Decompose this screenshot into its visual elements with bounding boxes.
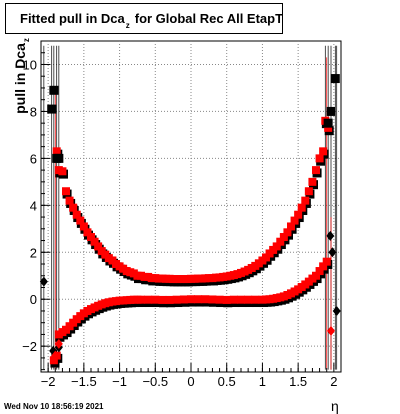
red-curve-marker	[65, 196, 74, 205]
red-curve-marker	[229, 295, 238, 304]
black-square-marker	[49, 85, 59, 95]
x-tick-label: −1	[112, 374, 127, 389]
red-curve-marker	[76, 216, 85, 225]
red-curve-marker	[315, 154, 324, 163]
red-curve-marker	[312, 271, 320, 280]
black-square-marker	[326, 106, 336, 116]
title-subscript: z	[125, 21, 130, 30]
y-axis-label: pull in Dcaz	[12, 26, 31, 126]
black-diamond-marker	[332, 305, 341, 316]
red-curve-marker	[287, 222, 295, 231]
red-curve-marker	[201, 295, 210, 304]
y-axis-label-main: pull in Dca	[12, 43, 28, 114]
red-curve-marker	[194, 295, 203, 304]
x-tick-label: −2	[41, 374, 56, 389]
x-tick-label: −0.5	[142, 374, 168, 389]
red-curve-marker	[297, 203, 306, 212]
black-square-marker	[330, 74, 340, 84]
red-curve-marker	[137, 295, 145, 304]
red-curve-marker	[72, 210, 81, 219]
red-curve-marker	[52, 147, 61, 156]
red-curve-marker	[208, 295, 217, 304]
black-diamond-marker	[326, 230, 335, 241]
red-curve-marker	[322, 257, 331, 266]
x-tick-label: 1.5	[289, 374, 307, 389]
axis-ticks: −2 −1.5 −1 −0.5 0 0.5 1 1.5 2 −2 0 2 4 6 8 10	[22, 52, 337, 389]
x-tick-label: 1	[259, 374, 266, 389]
red-curve-marker	[319, 147, 328, 156]
x-axis-label: η	[331, 398, 339, 414]
black-diamond-marker	[328, 247, 337, 258]
red-curve-marker	[283, 228, 292, 237]
title-box: Fitted pull in Dcaz for Global Rec All Et…	[5, 3, 283, 34]
red-curve-marker	[324, 123, 333, 132]
title-main: Fitted pull in Dca	[20, 11, 125, 26]
y-tick-label: 4	[30, 198, 37, 213]
timestamp-footer: Wed Nov 10 18:56:19 2021	[4, 402, 104, 411]
title-rest: for Global Rec All EtapT	[134, 11, 284, 26]
x-tick-label: 0.5	[218, 374, 236, 389]
red-curve-marker	[215, 295, 224, 304]
red-curve-marker	[276, 237, 285, 246]
red-curve-marker	[319, 262, 328, 271]
y-tick-label: 8	[30, 104, 37, 119]
red-curve-marker	[301, 196, 310, 205]
red-curve-marker	[244, 295, 253, 304]
red-curve-marker	[172, 295, 181, 304]
data-points	[39, 74, 341, 368]
red-curve-marker	[312, 166, 320, 175]
red-curve-marker	[144, 295, 153, 304]
red-curve-marker	[304, 187, 313, 196]
y-tick-label: 0	[30, 292, 37, 307]
red-curve-marker	[315, 267, 324, 276]
x-tick-label: 0	[187, 374, 194, 389]
grid	[41, 41, 341, 372]
y-tick-label: 10	[23, 57, 37, 72]
red-curve-marker	[94, 242, 103, 251]
x-tick-label: 2	[330, 374, 337, 389]
red-diamond-marker	[54, 338, 63, 349]
y-axis-label-subscript: z	[22, 38, 31, 43]
red-curve-marker	[308, 177, 317, 186]
red-curve-marker	[279, 233, 288, 242]
x-tick-label: −1.5	[71, 374, 97, 389]
red-diamond-marker	[327, 325, 335, 336]
y-tick-label: −2	[22, 339, 37, 354]
y-tick-label: 2	[30, 245, 37, 260]
red-curve-marker	[158, 295, 167, 304]
red-curve-marker	[69, 203, 78, 212]
red-curve-marker	[87, 233, 95, 242]
black-square-marker	[54, 153, 64, 163]
red-curve-marker	[251, 295, 260, 304]
red-curve-marker	[272, 242, 281, 251]
red-curve-marker	[58, 167, 67, 176]
red-curve-marker	[151, 295, 160, 304]
red-curve-marker	[90, 237, 99, 246]
y-tick-label: 6	[30, 151, 37, 166]
black-square-marker	[47, 104, 57, 114]
red-curve-marker	[62, 187, 70, 196]
red-diamond-marker	[51, 350, 60, 361]
red-curve-marker	[294, 210, 303, 219]
red-curve-marker	[187, 295, 195, 304]
red-curve-marker	[290, 216, 299, 225]
error-bars	[43, 45, 338, 370]
red-curve-marker	[83, 228, 92, 237]
black-square-marker	[323, 118, 333, 128]
red-curve-marker	[49, 356, 58, 365]
red-curve-marker	[222, 295, 231, 304]
red-curve-marker	[237, 295, 245, 304]
red-curve-marker	[165, 295, 174, 304]
chart-title: Fitted pull in Dcaz for Global Rec All Et…	[20, 11, 284, 30]
black-diamond-marker	[39, 276, 48, 287]
red-curve-marker	[179, 295, 188, 304]
red-curve-marker	[79, 222, 88, 231]
